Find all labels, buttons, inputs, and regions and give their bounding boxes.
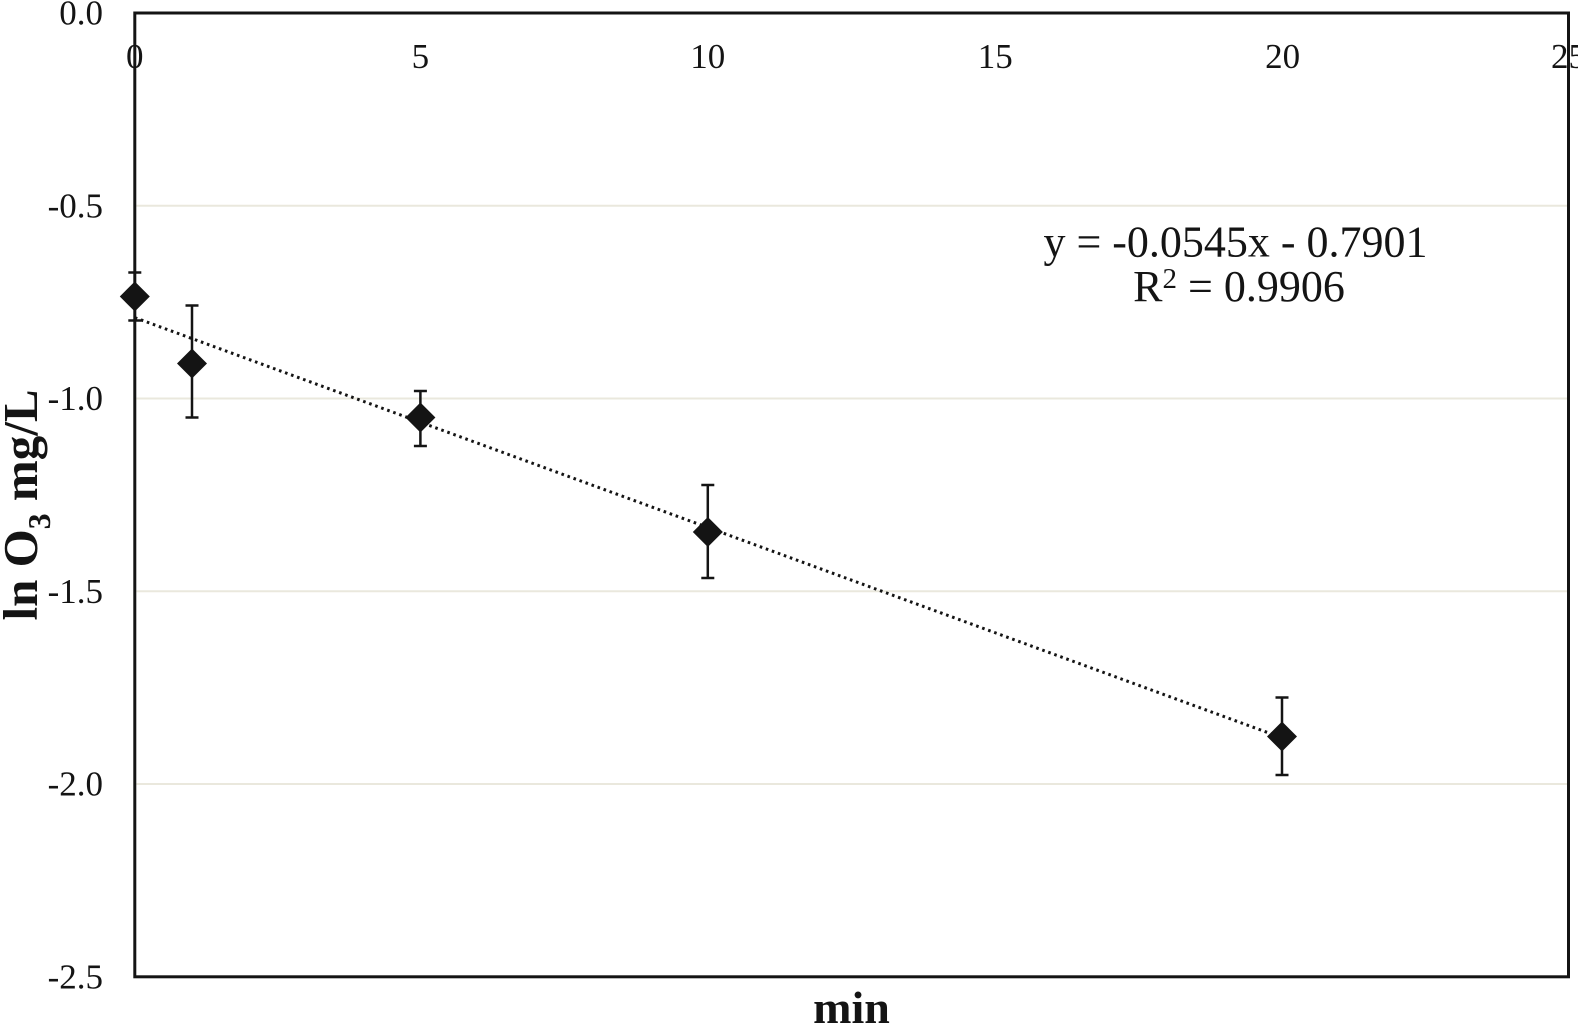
svg-text:20: 20 (1265, 37, 1300, 76)
svg-text:-1.0: -1.0 (48, 379, 103, 418)
svg-text:0: 0 (126, 37, 144, 76)
svg-text:10: 10 (690, 37, 725, 76)
svg-text:-1.5: -1.5 (48, 572, 103, 611)
svg-text:ln O3 mg/L: ln O3 mg/L (0, 389, 57, 620)
svg-text:-0.5: -0.5 (48, 186, 103, 225)
svg-text:25: 25 (1551, 37, 1578, 76)
svg-text:-2.5: -2.5 (48, 957, 103, 996)
svg-text:15: 15 (978, 37, 1013, 76)
svg-text:R2 = 0.9906: R2 = 0.9906 (1133, 262, 1345, 311)
svg-text:min: min (813, 982, 890, 1023)
svg-text:0.0: 0.0 (59, 0, 103, 33)
svg-text:y = -0.0545x - 0.7901: y = -0.0545x - 0.7901 (1043, 218, 1427, 267)
svg-text:-2.0: -2.0 (48, 765, 103, 804)
svg-text:5: 5 (412, 37, 430, 76)
